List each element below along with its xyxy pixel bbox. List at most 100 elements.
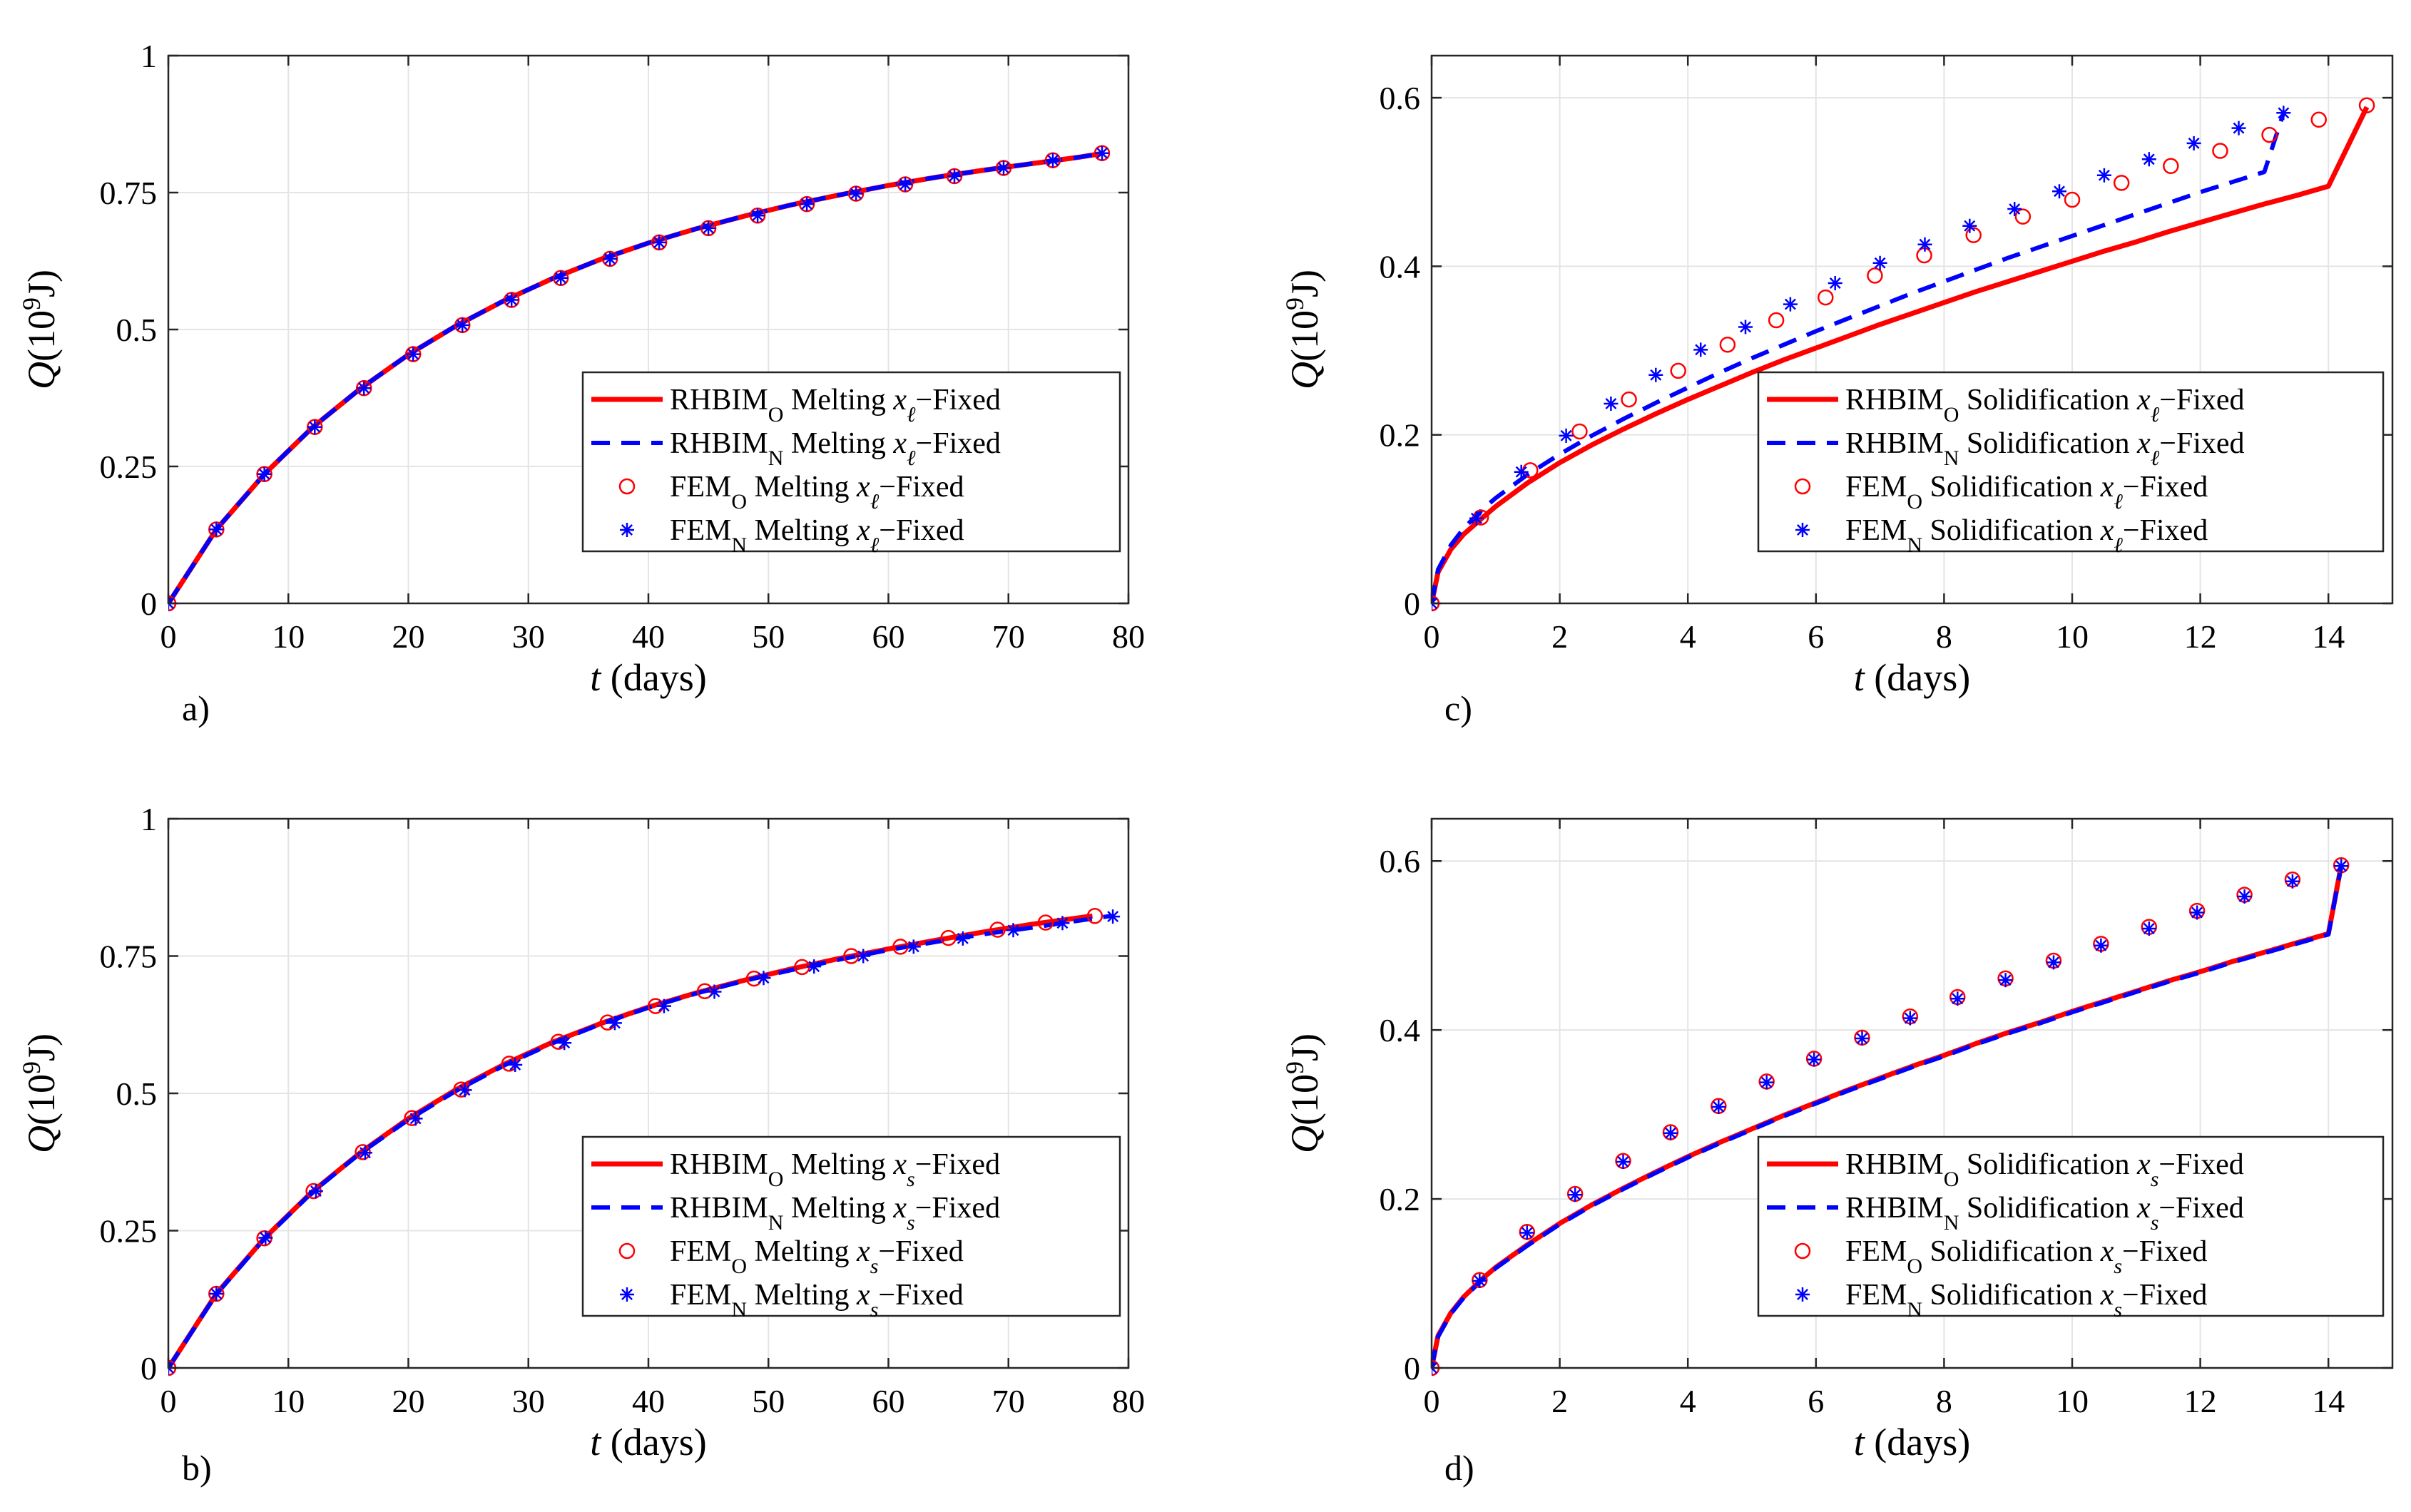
x-tick-label: 6 xyxy=(1808,618,1824,655)
axes-box xyxy=(1430,54,2394,605)
marker-FEM_N xyxy=(1559,428,1574,443)
legend-process: Melting xyxy=(783,384,893,417)
x-tick-label: 10 xyxy=(2056,618,2089,655)
marker-FEM_N xyxy=(2190,905,2205,920)
x-tick-label: 4 xyxy=(1680,618,1696,655)
marker-FEM_N xyxy=(357,381,372,396)
marker-FEM_N xyxy=(2186,136,2201,150)
axes-box xyxy=(1430,817,2394,1369)
x-tick-label: 0 xyxy=(160,618,177,655)
x-axis-label: t (days) xyxy=(1854,656,1970,699)
legend-method: FEM xyxy=(670,471,731,504)
marker-FEM_N xyxy=(2231,121,2246,136)
marker-FEM_O xyxy=(1768,312,1785,329)
legend-entry-label: FEMO Melting xℓ−Fixed xyxy=(670,471,964,514)
marker-FEM_N xyxy=(707,984,722,999)
x-axis-var: t xyxy=(590,656,602,699)
legend-entry-label: RHBIMN Melting xℓ−Fixed xyxy=(670,427,1001,470)
marker-FEM_O xyxy=(2014,208,2032,225)
x-axis-label: t (days) xyxy=(590,656,706,699)
legend-suffix: −Fixed xyxy=(2122,1235,2207,1268)
y-axis-label: Q(109J) xyxy=(17,270,63,389)
marker-FEM_N xyxy=(800,197,815,212)
legend-variable: x xyxy=(2100,1235,2114,1268)
legend-method: FEM xyxy=(1845,471,1907,504)
marker-FEM_N xyxy=(1828,276,1842,290)
series-line-RHBIM_N xyxy=(1432,865,2344,1369)
legend-box xyxy=(1757,1135,2385,1317)
legend-variable: x xyxy=(856,514,870,547)
marker-FEM_N xyxy=(557,1036,572,1051)
marker-FEM_N xyxy=(1616,1155,1631,1169)
legend-process: Solidification xyxy=(1922,514,2101,547)
marker-FEM_N xyxy=(1807,1052,1822,1067)
legend-swatch-star xyxy=(1795,523,1810,537)
legend-method-subscript: O xyxy=(731,490,747,514)
legend-variable: x xyxy=(2100,1279,2114,1312)
marker-FEM_N xyxy=(2276,106,2291,121)
y-axis-unit: (10 xyxy=(20,310,63,362)
marker-FEM_N xyxy=(2007,202,2022,216)
marker-FEM_O xyxy=(1621,391,1637,408)
panel-label: b) xyxy=(182,1448,212,1488)
legend-suffix: −Fixed xyxy=(2159,384,2244,417)
marker-FEM_N xyxy=(996,160,1011,175)
y-tick-label: 0.4 xyxy=(1380,248,1421,285)
legend-swatch-star xyxy=(620,523,634,537)
marker-FEM_N xyxy=(504,292,519,307)
legend-swatch-star xyxy=(620,1287,634,1302)
marker-FEM_N xyxy=(457,1083,472,1098)
y-axis-var: Q xyxy=(20,362,63,389)
legend-variable: x xyxy=(892,1148,907,1181)
legend-variable: x xyxy=(892,384,907,417)
x-tick-label: 40 xyxy=(632,618,665,655)
marker-FEM_N xyxy=(1962,218,1977,233)
x-tick-label: 20 xyxy=(392,618,425,655)
legend-variable: x xyxy=(856,1235,870,1268)
x-tick-label: 14 xyxy=(2312,618,2345,655)
legend-swatch-circle xyxy=(618,478,636,495)
y-tick-label: 0.6 xyxy=(1380,843,1421,879)
marker-FEM_N xyxy=(1568,1187,1583,1202)
marker-FEM_N xyxy=(807,959,822,974)
x-tick-label: 12 xyxy=(2184,618,2217,655)
legend-variable: x xyxy=(892,1192,907,1225)
y-axis-label: Q(109J) xyxy=(1280,270,1326,389)
legend-method-subscript: O xyxy=(1907,490,1922,514)
legend-variable-subscript: ℓ xyxy=(2151,403,2160,426)
marker-FEM_N xyxy=(2141,152,2156,167)
y-tick-label: 0.5 xyxy=(116,312,158,348)
legend-variable: x xyxy=(2136,1148,2151,1181)
legend-suffix: −Fixed xyxy=(2123,471,2208,504)
legend-entry-label: RHBIMO Solidification xℓ−Fixed xyxy=(1845,384,2245,426)
legend-suffix: −Fixed xyxy=(879,471,964,504)
marker-FEM_N xyxy=(701,220,716,235)
legend-suffix: −Fixed xyxy=(2158,1148,2243,1181)
legend-method: FEM xyxy=(670,1279,731,1312)
x-axis-label: t (days) xyxy=(590,1421,706,1464)
legend-method: RHBIM xyxy=(1845,427,1944,460)
y-tick-label: 0.2 xyxy=(1380,1181,1421,1217)
legend-variable: x xyxy=(856,1279,870,1312)
y-axis-unit: (10 xyxy=(20,1074,63,1125)
marker-FEM_N xyxy=(1514,464,1529,479)
x-tick-label: 10 xyxy=(272,1383,305,1419)
legend-method: FEM xyxy=(670,514,731,547)
legend-variable-subscript: s xyxy=(2114,1298,2122,1322)
marker-FEM_N xyxy=(1693,342,1708,357)
x-tick-label: 50 xyxy=(752,618,785,655)
legend-method: RHBIM xyxy=(670,1148,768,1181)
y-tick-label: 0.75 xyxy=(100,939,158,975)
y-tick-label: 0.25 xyxy=(100,1213,158,1250)
legend-suffix: −Fixed xyxy=(2122,1279,2207,1312)
chart-panel-d: 0 2 4 6 8 10 12 14 0 0.2 0.4 0.6 t (days) Q(109J) d) RH… xyxy=(1280,817,2394,1488)
y-tick-label: 1 xyxy=(141,38,157,74)
marker-FEM_N xyxy=(856,949,871,964)
x-tick-label: 0 xyxy=(1424,618,1440,655)
marker-FEM_N xyxy=(1738,320,1753,334)
legend-variable-subscript: ℓ xyxy=(870,533,880,557)
legend-process: Solidification xyxy=(1922,1235,2101,1268)
legend-swatch-circle xyxy=(618,1242,636,1260)
legend-entry-label: RHBIMN Solidification xℓ−Fixed xyxy=(1845,427,2245,470)
